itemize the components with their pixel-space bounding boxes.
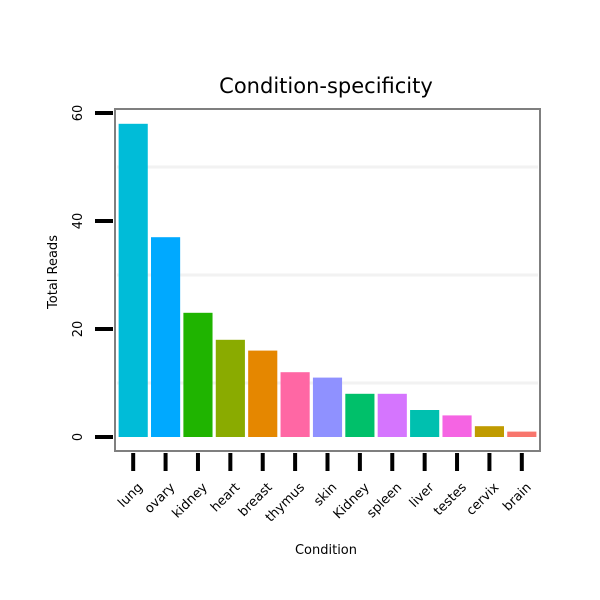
x-tick-label: spleen — [364, 480, 405, 521]
bar-ovary — [151, 237, 181, 437]
x-tick-label: cervix — [464, 480, 503, 519]
bar-testes — [442, 415, 472, 437]
y-tick-label: 40 — [71, 213, 86, 230]
bar-kidney — [183, 312, 213, 437]
bar-kidney — [345, 393, 375, 437]
x-axis-label: Condition — [295, 543, 357, 558]
y-tick-label: 0 — [71, 433, 86, 441]
bar-breast — [248, 350, 278, 437]
x-tick-label: kidney — [170, 480, 211, 521]
y-axis-label: Total Reads — [46, 235, 61, 310]
bars — [118, 123, 537, 438]
x-tick-label: testes — [431, 480, 470, 519]
x-tick-label: Kidney — [331, 480, 373, 522]
chart-title: Condition-specificity — [219, 74, 433, 98]
bar-skin — [312, 377, 343, 437]
y-tick-label: 60 — [71, 105, 86, 122]
bar-heart — [215, 339, 245, 437]
bar-cervix — [474, 426, 504, 437]
x-tick-label: skin — [311, 480, 340, 509]
x-tick-label: brain — [500, 480, 534, 514]
y-axis: 0 20 40 60 — [71, 105, 113, 441]
bar-liver — [410, 410, 440, 437]
bar-thymus — [280, 372, 310, 437]
bar-brain — [507, 431, 537, 437]
bar-lung — [118, 123, 148, 438]
y-tick-label: 20 — [71, 321, 86, 338]
bar-spleen — [377, 393, 407, 437]
